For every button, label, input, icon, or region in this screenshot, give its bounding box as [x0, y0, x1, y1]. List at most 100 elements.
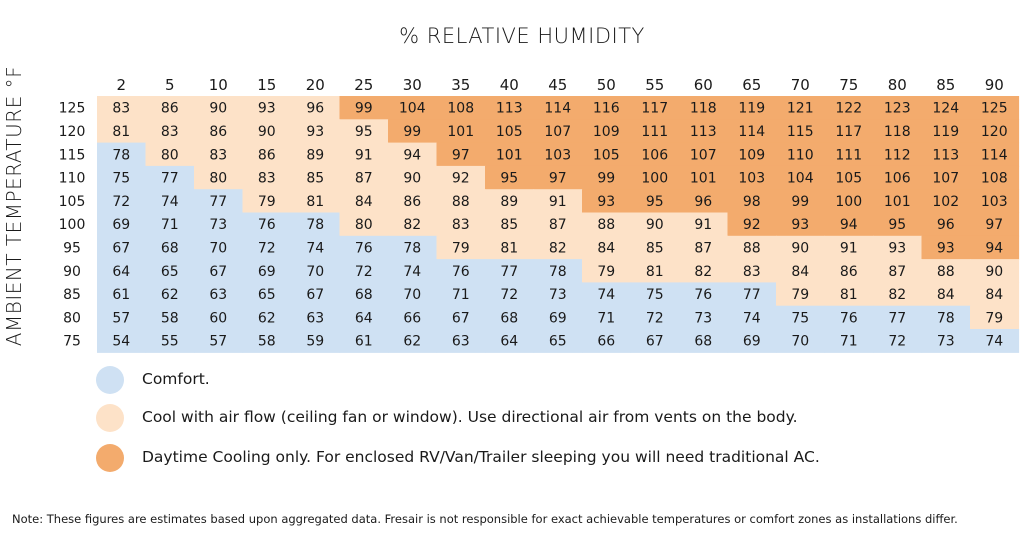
- heatmap-cell: [485, 212, 535, 237]
- heatmap-cell: [339, 165, 389, 190]
- cell-value: 62: [161, 287, 179, 303]
- heatmap-cell: [630, 235, 680, 260]
- cell-value: 65: [258, 287, 276, 303]
- row-header-100: 100: [59, 217, 86, 233]
- heatmap-cell: [873, 96, 923, 120]
- cell-value: 77: [743, 287, 761, 303]
- heatmap-grid: 2 5 10 15 20 25 30 35 40 45 50 55 60 65 70 75 80 85 90 125 8…: [59, 76, 1020, 353]
- column-header-90: 90: [985, 76, 1004, 94]
- heatmap-cell: [291, 189, 341, 214]
- heatmap-cell: [388, 189, 438, 214]
- cell-value: 113: [932, 147, 959, 163]
- heatmap-cell: [145, 96, 195, 120]
- heatmap-cell: [242, 305, 292, 330]
- heatmap-cell: [582, 119, 632, 144]
- cell-value: 107: [932, 171, 959, 187]
- cell-value: 88: [452, 194, 470, 210]
- heatmap-cell: [194, 259, 244, 283]
- cell-value: 74: [597, 287, 615, 303]
- cell-value: 62: [403, 334, 421, 350]
- cell-value: 90: [646, 217, 664, 233]
- cell-value: 55: [161, 334, 179, 350]
- cell-value: 115: [787, 124, 814, 140]
- heatmap-cell: [436, 329, 486, 353]
- heatmap-cell: [533, 329, 583, 353]
- heatmap-cell: [970, 142, 1020, 167]
- heatmap-cell: [388, 96, 438, 120]
- legend-label-comfort: Comfort.: [142, 370, 210, 388]
- heatmap-cell: [582, 329, 632, 353]
- cell-value: 67: [209, 264, 227, 280]
- cell-value: 73: [549, 287, 567, 303]
- cell-value: 71: [840, 334, 858, 350]
- cell-value: 87: [694, 240, 712, 256]
- cell-value: 80: [355, 217, 373, 233]
- heatmap-cell: [339, 119, 389, 144]
- cell-value: 106: [641, 147, 668, 163]
- heatmap-cell: [582, 212, 632, 237]
- heatmap-cell: [339, 329, 389, 353]
- heatmap-cell: [242, 235, 292, 260]
- heatmap-cell: [533, 96, 583, 120]
- heatmap-cell: [776, 142, 826, 167]
- heatmap-cell: [824, 119, 874, 144]
- heatmap-cell: [679, 189, 729, 214]
- row-header-95: 95: [63, 240, 81, 256]
- cell-value: 61: [112, 287, 130, 303]
- cell-value: 86: [840, 264, 858, 280]
- heatmap-cell: [485, 165, 535, 190]
- heatmap-cell: [97, 305, 147, 330]
- cell-value: 107: [544, 124, 571, 140]
- heatmap-cell: [485, 119, 535, 144]
- heatmap-cell: [824, 96, 874, 120]
- heatmap-cell: [727, 235, 777, 260]
- cell-value: 114: [738, 124, 765, 140]
- cell-value: 100: [641, 171, 668, 187]
- heatmap-cell: [921, 235, 971, 260]
- cell-value: 94: [985, 240, 1003, 256]
- cell-value: 94: [840, 217, 858, 233]
- heatmap-cell: [485, 305, 535, 330]
- heatmap-cell: [727, 189, 777, 214]
- column-header-60: 60: [694, 76, 713, 94]
- cell-value: 83: [258, 171, 276, 187]
- cell-value: 97: [549, 171, 567, 187]
- heatmap-cell: [291, 235, 341, 260]
- cell-value: 77: [888, 310, 906, 326]
- cell-value: 85: [646, 240, 664, 256]
- cell-value: 90: [791, 240, 809, 256]
- cell-value: 74: [743, 310, 761, 326]
- chart-title: % RELATIVE HUMIDITY: [399, 24, 645, 48]
- heatmap-cell: [436, 119, 486, 144]
- heatmap-cell: [242, 282, 292, 307]
- cell-value: 79: [791, 287, 809, 303]
- cell-value: 113: [496, 101, 523, 117]
- heatmap-cell: [727, 142, 777, 167]
- column-header-55: 55: [645, 76, 664, 94]
- heatmap-cell: [921, 259, 971, 283]
- cell-value: 118: [690, 101, 717, 117]
- cell-value: 68: [500, 310, 518, 326]
- cell-value: 66: [597, 334, 615, 350]
- cell-value: 93: [258, 101, 276, 117]
- heatmap-cell: [824, 259, 874, 283]
- cell-value: 70: [209, 240, 227, 256]
- cell-value: 95: [888, 217, 906, 233]
- cell-value: 96: [694, 194, 712, 210]
- heatmap-cell: [727, 212, 777, 237]
- column-header-70: 70: [791, 76, 810, 94]
- heatmap-cell: [921, 119, 971, 144]
- heatmap-cell: [533, 212, 583, 237]
- cell-value: 72: [888, 334, 906, 350]
- heatmap-cell: [921, 282, 971, 307]
- cell-value: 71: [452, 287, 470, 303]
- cell-value: 107: [690, 147, 717, 163]
- cell-value: 67: [112, 240, 130, 256]
- cell-value: 75: [791, 310, 809, 326]
- heatmap-cell: [145, 142, 195, 167]
- cell-value: 93: [306, 124, 324, 140]
- cell-value: 64: [355, 310, 373, 326]
- cell-value: 95: [500, 171, 518, 187]
- column-header-2: 2: [116, 76, 126, 94]
- cell-value: 67: [306, 287, 324, 303]
